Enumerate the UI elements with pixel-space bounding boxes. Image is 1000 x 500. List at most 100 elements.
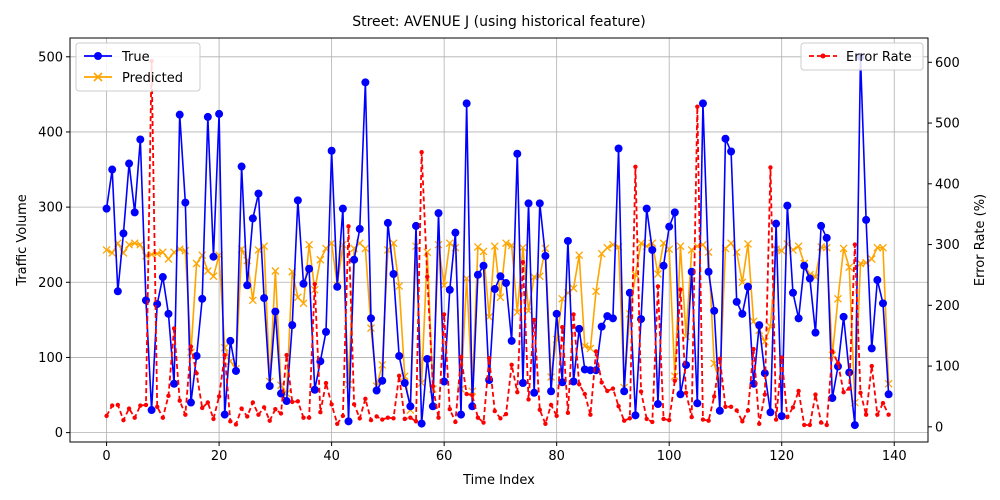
true-point xyxy=(203,112,212,121)
error-rate-point xyxy=(436,415,441,420)
true-point xyxy=(648,245,657,254)
error-rate-point xyxy=(486,355,492,361)
error-rate-point xyxy=(655,284,661,289)
predicted-point xyxy=(417,379,426,387)
true-point xyxy=(344,417,353,426)
error-rate-point xyxy=(188,344,194,349)
error-rate-point xyxy=(509,362,514,368)
true-point xyxy=(113,287,122,296)
error-rate-point xyxy=(323,380,329,386)
error-rate-point xyxy=(115,402,121,408)
y-tick-label: 100 xyxy=(38,351,63,366)
true-point xyxy=(288,321,297,330)
true-point xyxy=(558,378,567,387)
error-rate-point xyxy=(408,415,413,420)
error-rate-point xyxy=(847,386,852,391)
predicted-point xyxy=(102,245,111,254)
predicted-point xyxy=(198,251,207,260)
true-point xyxy=(507,336,516,345)
error-rate-point xyxy=(104,413,109,419)
error-rate-point xyxy=(503,411,509,417)
error-rate-point xyxy=(498,416,503,421)
chart-title: Street: AVENUE J (using historical featu… xyxy=(352,14,646,30)
x-tick-label: 0 xyxy=(102,449,110,464)
true-point xyxy=(383,218,392,227)
predicted-point xyxy=(586,344,595,353)
error-rate-point xyxy=(441,312,447,317)
true-point xyxy=(777,412,786,421)
error-rate-point xyxy=(818,420,824,425)
predicted-point xyxy=(845,263,854,272)
y-axis-right-label: Error Rate (%) xyxy=(973,194,988,286)
error-rate-point xyxy=(582,391,587,397)
y-right-tick-label: 200 xyxy=(935,299,960,314)
error-rate-point xyxy=(121,417,126,423)
true-point xyxy=(333,282,342,291)
error-rate-point xyxy=(543,421,548,426)
true-point xyxy=(715,406,724,415)
predicted-point xyxy=(592,287,601,296)
true-point xyxy=(406,402,415,411)
error-rate-point xyxy=(723,404,728,409)
error-rate-point xyxy=(374,414,379,419)
error-rate-point xyxy=(863,412,869,417)
predicted-point xyxy=(839,244,848,253)
predicted-point xyxy=(108,249,117,257)
true-point xyxy=(794,314,803,323)
error-rate-point xyxy=(740,419,745,424)
error-rate-point xyxy=(616,403,621,409)
true-point xyxy=(496,272,505,281)
error-rate-point xyxy=(329,402,334,407)
true-point xyxy=(772,219,781,228)
true-point xyxy=(642,204,651,213)
true-point xyxy=(822,233,831,242)
true-point xyxy=(355,224,364,233)
true-point xyxy=(125,159,134,168)
error-rate-point xyxy=(712,394,717,399)
error-rate-point xyxy=(875,412,880,417)
error-rate-point xyxy=(773,417,779,422)
error-rate-point xyxy=(852,242,858,247)
error-rate-point xyxy=(222,352,227,358)
y-tick-label: 500 xyxy=(38,50,63,65)
true-point xyxy=(518,378,527,387)
predicted-point xyxy=(361,244,370,253)
true-point xyxy=(305,264,314,273)
grid-lines xyxy=(70,38,928,442)
true-point xyxy=(766,408,775,417)
predicted-point xyxy=(873,243,882,252)
true-point xyxy=(788,288,797,297)
error-rate-point xyxy=(790,405,796,410)
predicted-point xyxy=(209,272,218,281)
true-point xyxy=(164,309,173,318)
true-point xyxy=(282,397,291,406)
true-point xyxy=(445,285,454,294)
legend-left: True Predicted xyxy=(75,42,201,92)
error-rate-line xyxy=(105,61,890,427)
true-point xyxy=(389,270,398,279)
error-rate-point xyxy=(132,415,137,420)
true-point xyxy=(535,199,544,208)
legend-left-box xyxy=(75,42,201,92)
predicted-point xyxy=(305,240,314,249)
y-tick-label: 200 xyxy=(38,276,63,291)
true-point xyxy=(878,299,887,308)
true-point xyxy=(327,146,336,155)
error-rate-point xyxy=(830,349,835,354)
predicted-point xyxy=(744,239,752,248)
error-rate-point xyxy=(273,406,278,412)
true-point xyxy=(828,394,837,403)
x-tick-label: 60 xyxy=(436,449,453,464)
true-point xyxy=(231,366,240,375)
error-rate-point xyxy=(464,391,469,397)
error-rate-point xyxy=(571,312,576,317)
true-point xyxy=(186,398,195,407)
true-point xyxy=(653,400,662,409)
error-rate-point xyxy=(633,164,638,169)
error-rate-point xyxy=(183,412,188,417)
error-rate-point xyxy=(638,389,644,394)
error-rate-point xyxy=(318,410,323,415)
true-point xyxy=(586,366,595,375)
predicted-point xyxy=(575,251,584,260)
legend-error-label: Error Rate xyxy=(846,50,912,65)
